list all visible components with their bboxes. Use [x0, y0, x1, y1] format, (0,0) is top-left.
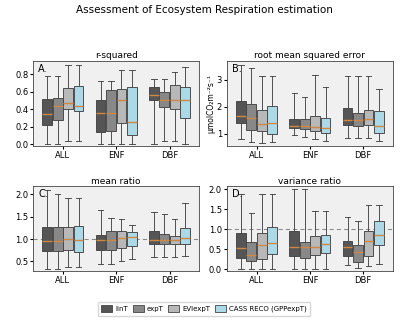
Bar [180, 87, 190, 118]
Bar [106, 90, 116, 131]
Text: C.: C. [38, 189, 48, 199]
Bar [106, 231, 116, 250]
Y-axis label: μmolCO₂m⁻²s⁻¹: μmolCO₂m⁻²s⁻¹ [206, 74, 215, 133]
Bar [160, 92, 169, 108]
Bar [95, 100, 105, 132]
Bar [267, 227, 277, 254]
Bar [343, 240, 353, 256]
Bar [300, 119, 310, 129]
Bar [53, 227, 62, 251]
Bar [127, 232, 137, 246]
Bar [42, 99, 52, 125]
Bar [321, 118, 330, 133]
Bar [353, 245, 363, 262]
Bar [236, 101, 246, 123]
Bar [180, 228, 190, 244]
Text: B.: B. [232, 64, 242, 74]
Bar [63, 227, 73, 250]
Bar [63, 88, 73, 109]
Bar [117, 231, 126, 248]
Bar [364, 231, 373, 256]
Bar [95, 236, 105, 250]
Bar [257, 109, 267, 131]
Bar [289, 119, 299, 128]
Bar [310, 236, 320, 255]
Title: root mean squared error: root mean squared error [255, 51, 365, 60]
Bar [300, 242, 310, 258]
Bar [127, 87, 137, 135]
Text: D.: D. [232, 189, 242, 199]
Bar [117, 89, 126, 123]
Bar [267, 106, 277, 134]
Bar [149, 87, 159, 100]
Bar [353, 113, 363, 126]
Bar [289, 230, 299, 256]
Bar [374, 111, 384, 133]
Bar [374, 221, 384, 245]
Bar [343, 108, 353, 125]
Bar [246, 104, 256, 130]
Bar [149, 231, 159, 244]
Text: A.: A. [38, 64, 48, 74]
Bar [246, 242, 256, 261]
Bar [257, 233, 267, 259]
Bar [160, 234, 169, 244]
Bar [364, 109, 373, 125]
Bar [42, 227, 52, 251]
Title: mean ratio: mean ratio [91, 177, 141, 186]
Bar [170, 236, 180, 244]
Bar [236, 233, 246, 258]
Legend: linT, expT, EVIexpT, CASS RECO (GPPexpT): linT, expT, EVIexpT, CASS RECO (GPPexpT) [98, 302, 310, 316]
Title: r-squared: r-squared [95, 51, 137, 60]
Bar [74, 86, 83, 111]
Text: Assessment of Ecosystem Respiration estimation: Assessment of Ecosystem Respiration esti… [75, 5, 333, 15]
Bar [310, 116, 320, 131]
Bar [170, 85, 180, 109]
Bar [74, 226, 83, 252]
Bar [321, 235, 330, 253]
Title: variance ratio: variance ratio [278, 177, 341, 186]
Bar [53, 98, 62, 120]
